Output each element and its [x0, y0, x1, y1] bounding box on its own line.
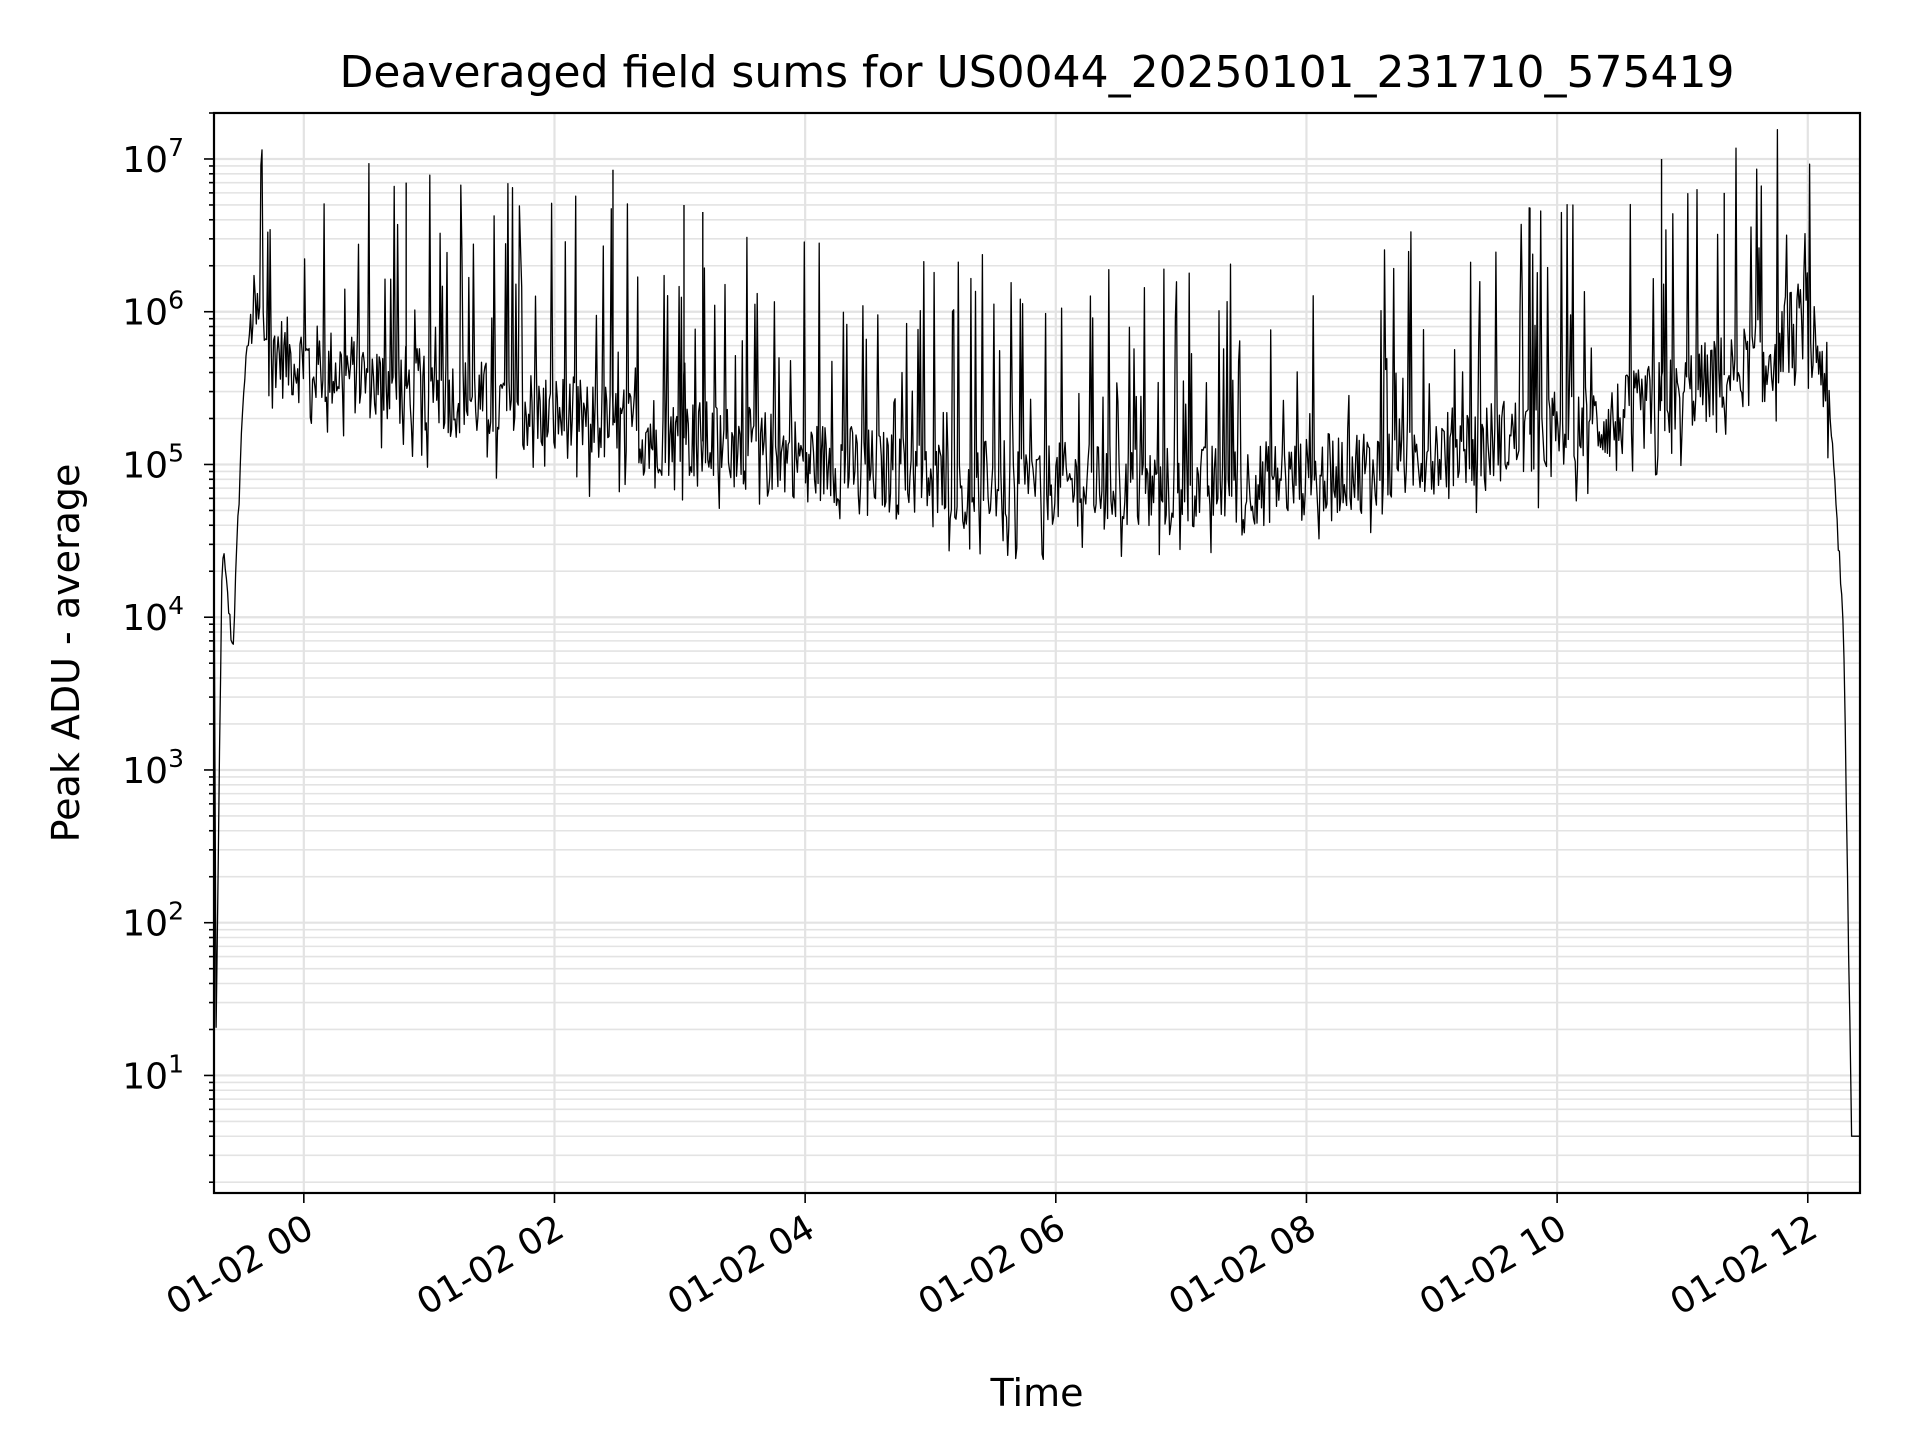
grid-lines: [214, 112, 1860, 1193]
y-tick-label: 101: [122, 1049, 184, 1097]
y-tick-label: 106: [122, 286, 184, 334]
y-tick-label: 104: [122, 591, 184, 639]
y-tick-label: 103: [122, 744, 184, 792]
plot-frame: [212, 111, 1862, 1195]
y-tick-label: 107: [122, 133, 184, 181]
series-layer: [213, 128, 1860, 1193]
series-line: [213, 128, 1860, 1193]
y-axis-label: Peak ADU - average: [44, 464, 88, 843]
y-tick-label: 102: [122, 897, 184, 945]
y-tick-label: 105: [122, 438, 184, 486]
chart-title: Deaveraged field sums for US0044_2025010…: [340, 47, 1735, 98]
x-axis-label: Time: [990, 1371, 1084, 1415]
